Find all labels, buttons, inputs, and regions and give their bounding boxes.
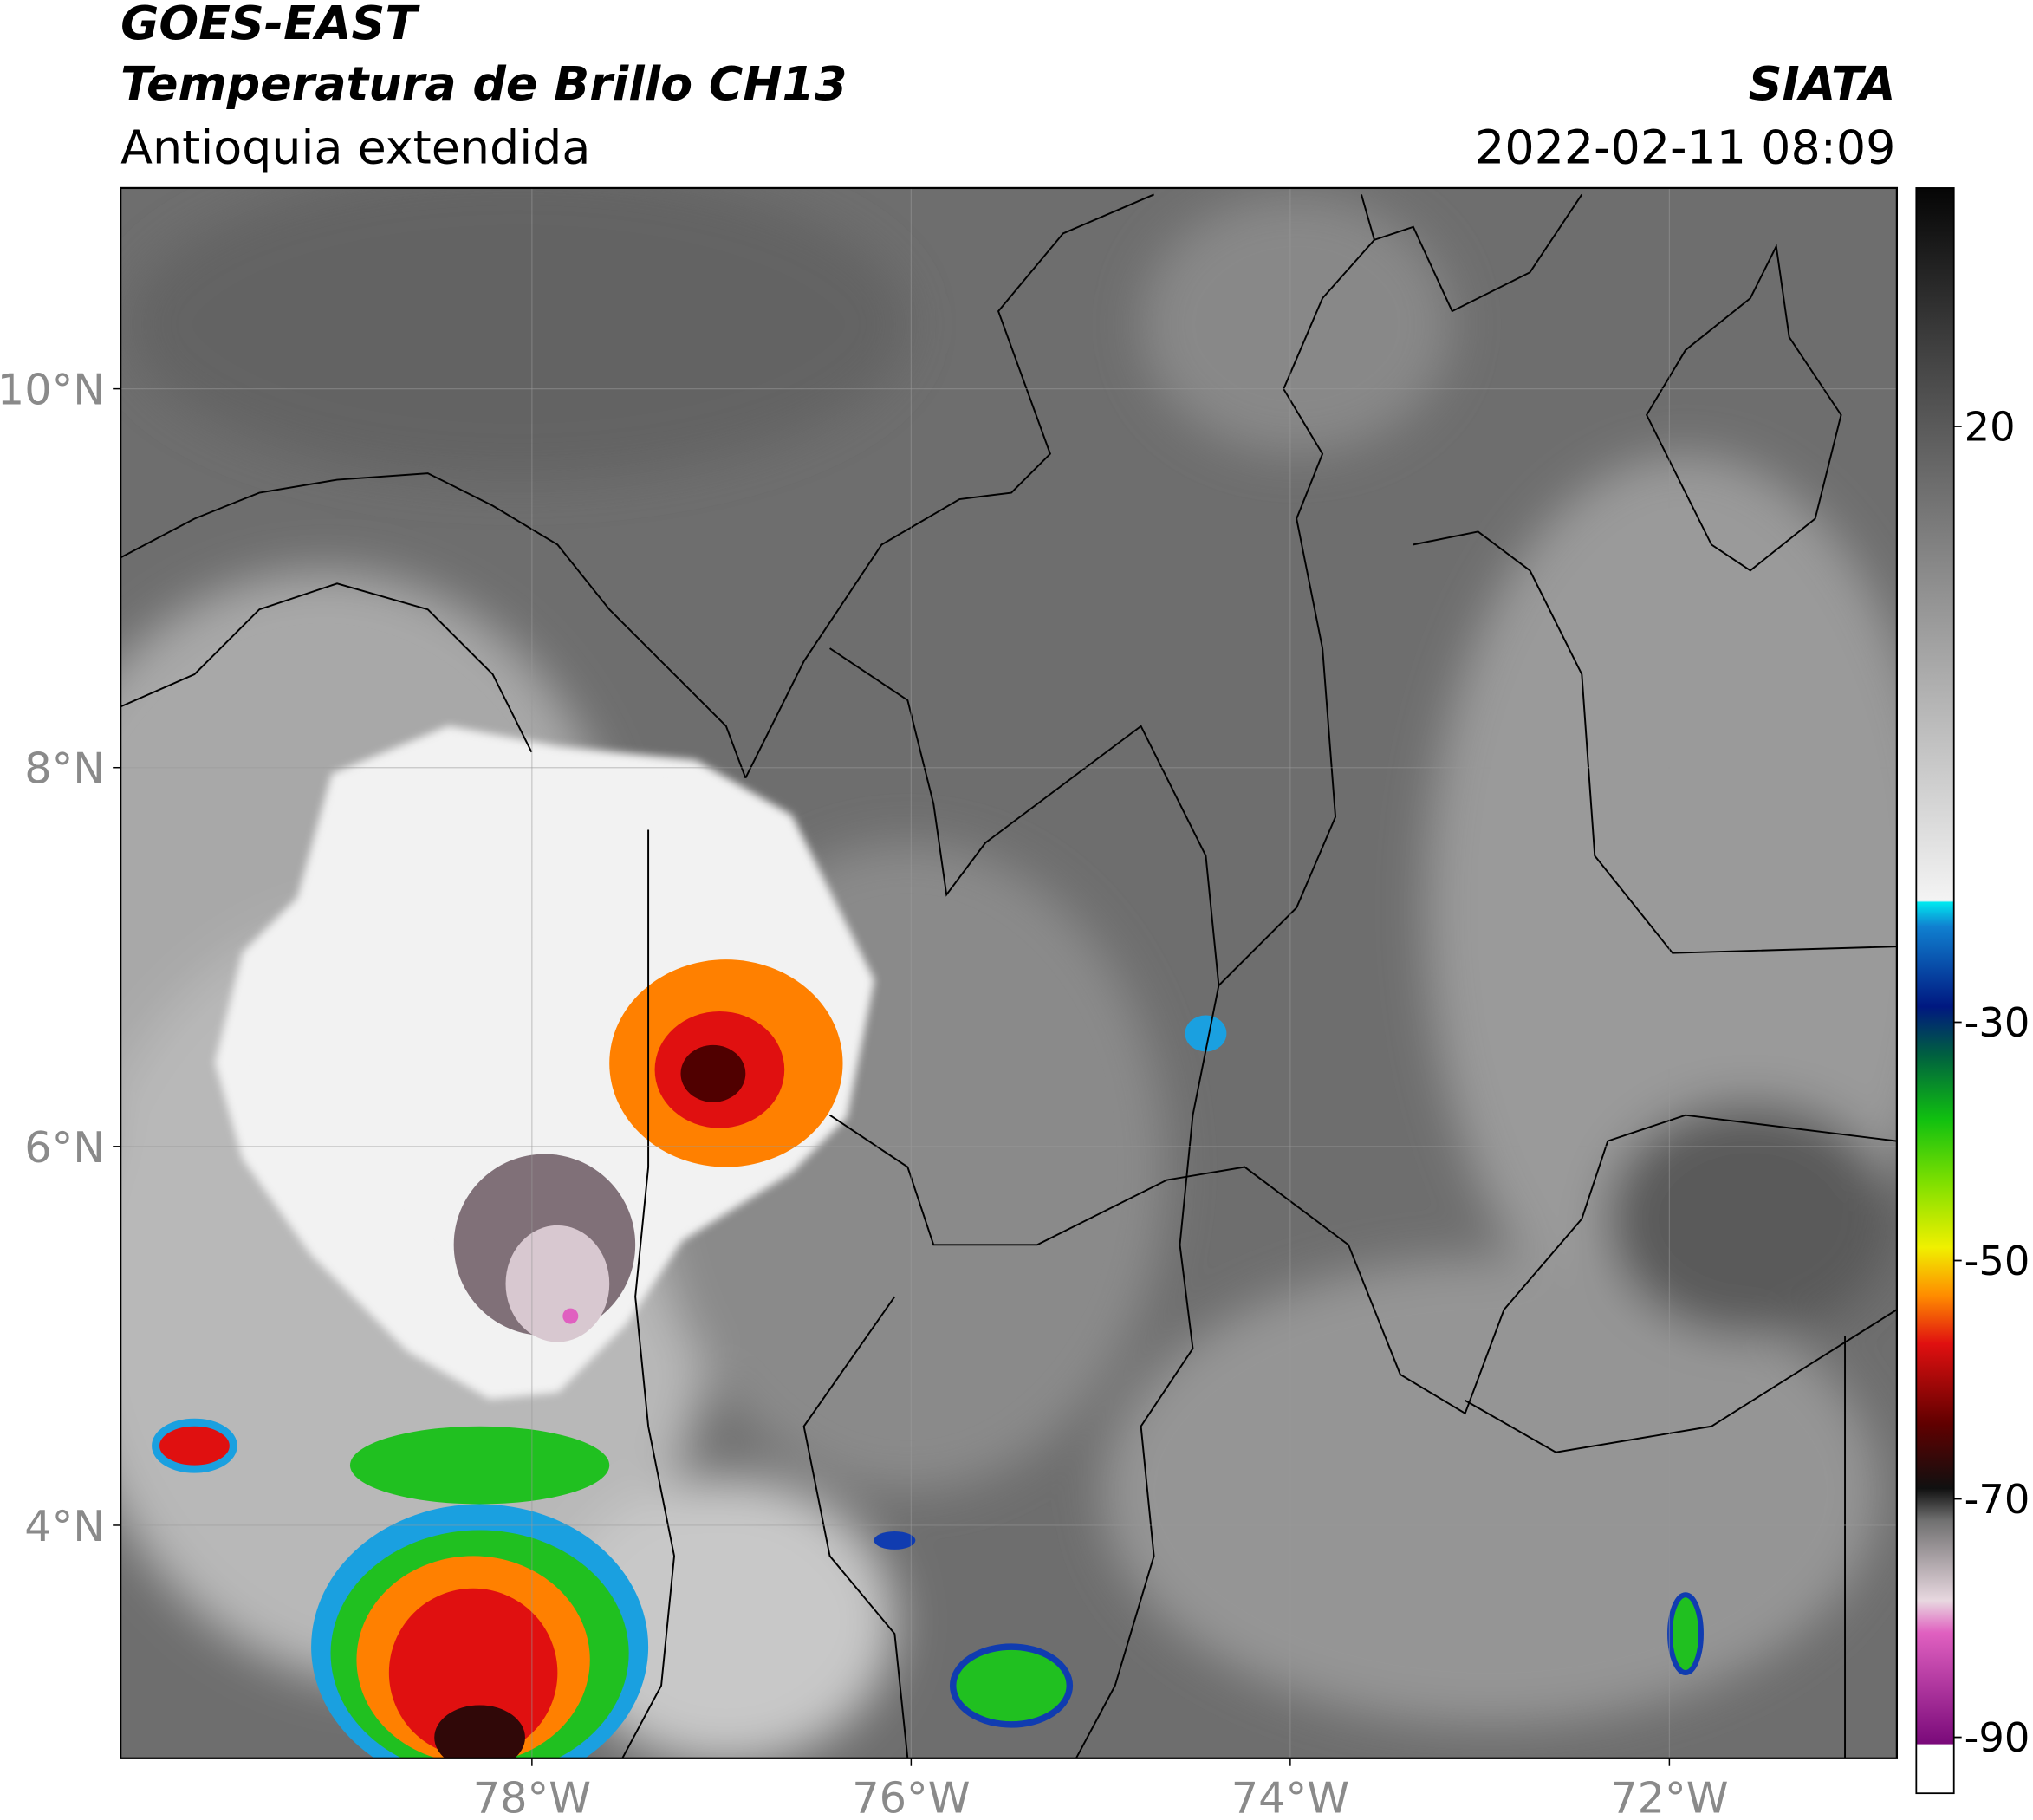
subtitle: Temperatura de Brillo CH13 (120, 56, 847, 111)
map-frame (120, 186, 1899, 1759)
colorbar-tick-label: -70 (1965, 1476, 2030, 1523)
y-tick-label: 4°N (24, 1501, 105, 1551)
y-tick-label: 10°N (0, 365, 105, 415)
x-tick-label: 74°W (1231, 1773, 1349, 1820)
x-tick-label: 76°W (852, 1773, 970, 1820)
colorbar-tick-label: -30 (1965, 999, 2030, 1046)
y-tick-label: 8°N (24, 744, 105, 794)
datetime: 2022-02-11 08:09 (1475, 120, 1895, 175)
colorbar-tick-label: -90 (1965, 1714, 2030, 1761)
grid (120, 187, 1897, 1758)
borders (120, 193, 1897, 1758)
east-cell (609, 959, 843, 1167)
colorbar-tick-label: -50 (1965, 1238, 2030, 1284)
x-tick-label: 72°W (1610, 1773, 1728, 1820)
source: SIATA (1749, 56, 1896, 111)
y-tick-label: 6°N (24, 1122, 105, 1173)
x-tick-label: 78°W (473, 1773, 591, 1820)
colorbar (1915, 187, 1955, 1795)
region: Antioquia extendida (120, 120, 590, 175)
satellite-image (120, 187, 1897, 1758)
title: GOES-EAST (120, 0, 420, 50)
colorbar-tick-label: 20 (1965, 403, 2016, 450)
